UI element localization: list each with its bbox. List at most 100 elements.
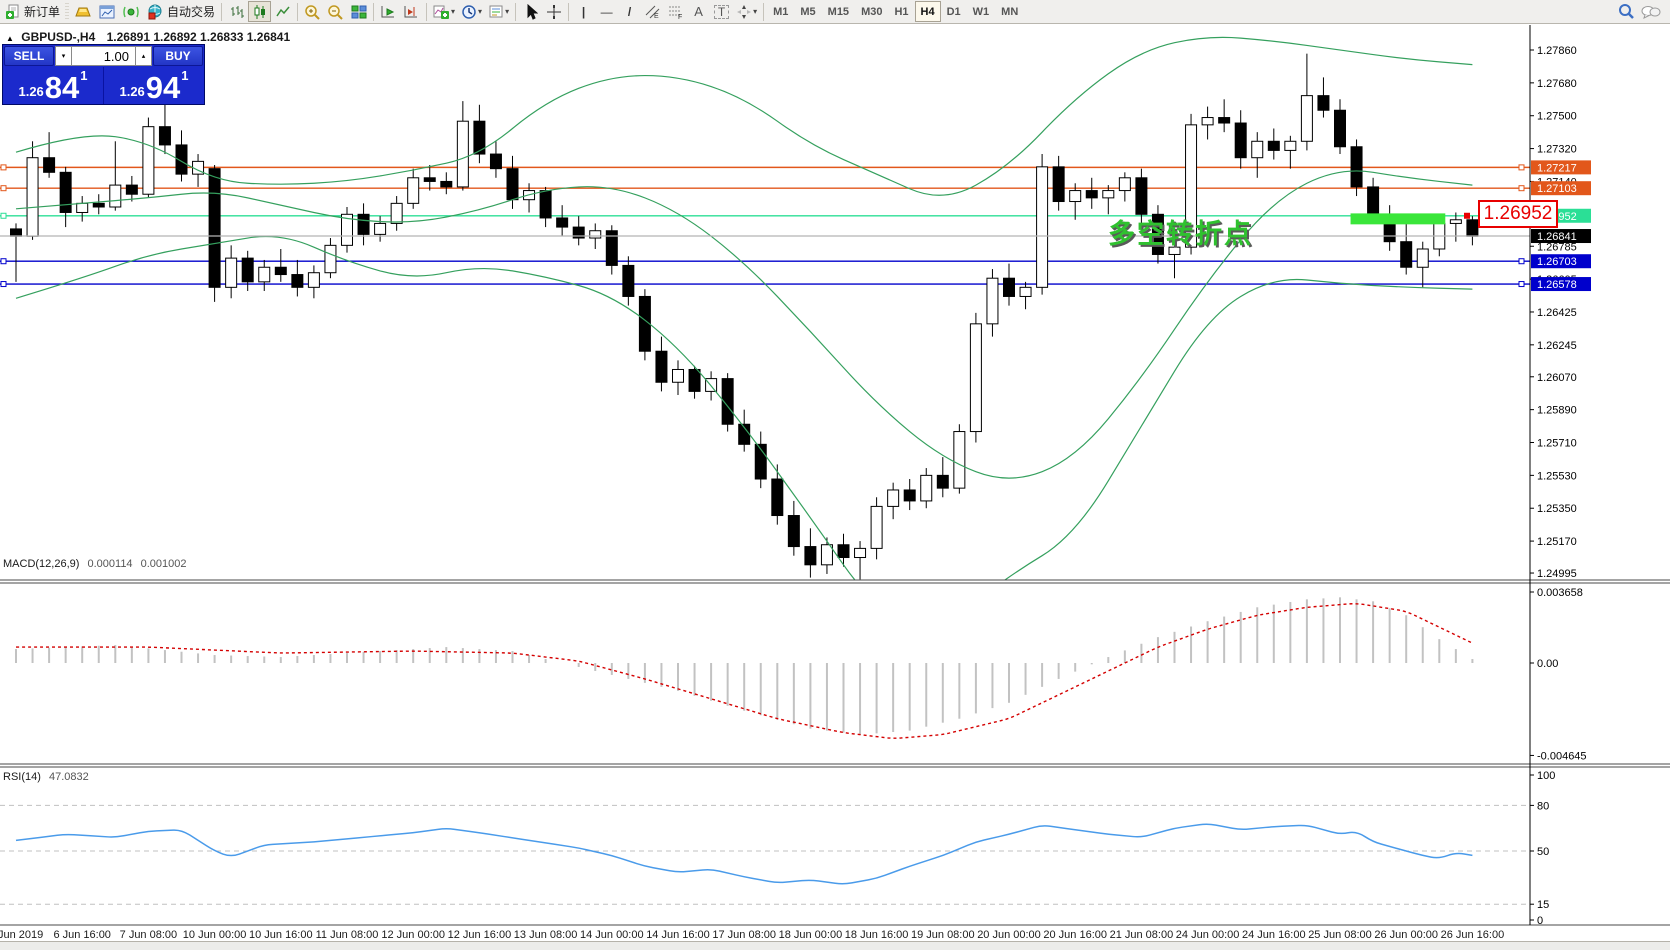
line-anchor-marker [1518,281,1525,288]
chart-window[interactable]: 1.278601.276801.275001.273201.271401.267… [0,25,1670,950]
time-axis-label: 18 Jun 16:00 [844,929,909,941]
line-anchor-marker [0,164,7,171]
time-axis-label: 11 Jun 08:00 [315,929,379,941]
toolbar: 新订单 自动交易 [0,0,1670,24]
svg-text:1.27500: 1.27500 [1537,111,1577,123]
fibonacci-button[interactable]: F [664,1,687,22]
new-order-button[interactable]: 新订单 [2,1,63,22]
auto-scroll-button[interactable] [377,1,400,22]
chart-title: ▲ GBPUSD-,H4 1.26891 1.26892 1.26833 1.2… [6,30,290,44]
gold-ingot-button[interactable] [71,1,95,22]
main-chart-layer [0,36,1530,580]
timeframe-m15[interactable]: M15 [822,1,855,22]
volume-input[interactable]: 1.00 [72,46,135,66]
chart-window-button[interactable] [95,1,119,22]
svg-text:50: 50 [1537,846,1549,858]
tile-windows-button[interactable] [347,1,370,22]
bar-chart-icon [230,5,244,18]
toolbar-separator [763,2,765,21]
timeframe-w1[interactable]: W1 [967,1,996,22]
timeframe-mn[interactable]: MN [995,1,1024,22]
horizontal-line-button[interactable]: — [595,1,618,22]
community-button[interactable] [1638,1,1664,22]
toolbar-right [1615,1,1670,22]
caret-down-icon: ▾ [753,7,758,16]
equidistant-channel-button[interactable]: E [641,1,664,22]
text-button[interactable]: A [687,1,710,22]
signal-icon [123,6,139,17]
line-anchor-marker [1518,185,1525,192]
gold-ingot-icon [75,7,91,16]
time-axis-label: 14 Jun 00:00 [579,929,644,941]
volume-increase-button[interactable]: ▴ [135,46,152,66]
trendline-button[interactable]: / [618,1,641,22]
time-axis-label: 20 Jun 00:00 [977,929,1041,941]
svg-text:F: F [678,14,682,19]
crosshair-button[interactable] [542,1,565,22]
rsi-layer [0,804,1530,905]
svg-text:-0.004645: -0.004645 [1537,750,1587,762]
timeframe-m5[interactable]: M5 [794,1,821,22]
line-chart-button[interactable] [271,1,294,22]
search-button[interactable] [1615,1,1638,22]
chart-window-icon [99,5,115,18]
buy-button[interactable]: BUY [153,46,203,66]
time-axis-label: 14 Jun 16:00 [646,929,710,941]
time-axis-label: 18 Jun 00:00 [778,929,843,941]
candlestick-chart-button[interactable] [248,1,272,22]
svg-text:1.24995: 1.24995 [1537,568,1577,580]
svg-text:1.26785: 1.26785 [1537,241,1577,253]
autotrading-icon [148,4,162,19]
volume-decrease-button[interactable]: ▾ [55,46,72,66]
timeframe-m1[interactable]: M1 [767,1,794,22]
time-axis-label: 17 Jun 08:00 [712,929,776,941]
bar-chart-button[interactable] [225,1,248,22]
equidistant-channel-icon: E [645,5,660,19]
tile-windows-icon [351,5,367,18]
axis-price-label [1531,181,1591,196]
bollinger-upper [15,36,1473,196]
templates-button[interactable]: ▾ [485,1,512,22]
status-bar [0,941,1670,950]
line-anchor-marker [0,212,7,219]
svg-text:1.25170: 1.25170 [1537,536,1577,548]
timeframe-m30[interactable]: M30 [855,1,888,22]
indicators-button[interactable]: ▾ [430,1,458,22]
chart-canvas[interactable]: 1.278601.276801.275001.273201.271401.267… [0,25,1670,949]
time-axis[interactable]: 6 Jun 2019 6 Jun 16:00 7 Jun 08:00 10 Jun 0… [0,926,1670,944]
label-button[interactable]: T [710,1,733,22]
cursor-button[interactable] [519,1,542,22]
chart-symbol: GBPUSD-,H4 [21,30,96,44]
buy-price[interactable]: 1.26 94 1 [104,67,204,104]
sell-price-prefix: 1.26 [18,84,44,99]
sell-price-sup: 1 [80,68,88,83]
toolbar-grip [65,2,70,21]
periods-button[interactable]: ▾ [458,1,485,22]
autotrading-button[interactable]: 自动交易 [143,1,218,22]
chart-shift-button[interactable] [400,1,423,22]
svg-text:1.27680: 1.27680 [1537,78,1577,90]
time-axis-label: 6 Jun 16:00 [53,929,111,941]
zoom-in-button[interactable] [301,1,324,22]
time-axis-label: 10 Jun 16:00 [248,929,313,941]
arrows-button[interactable]: ▾ [733,1,760,22]
sell-price[interactable]: 1.26 84 1 [3,67,104,104]
vertical-line-button[interactable]: | [572,1,595,22]
new-order-icon [6,4,19,19]
zoom-out-button[interactable] [324,1,347,22]
sell-button[interactable]: SELL [4,46,54,66]
macd-value-signal: 0.001002 [140,558,187,570]
rsi-name: RSI(14) [3,771,41,783]
rsi-label: RSI(14) 47.0832 [3,771,89,783]
time-axis-label: 26 Jun 16:00 [1440,929,1505,941]
vertical-line-icon: | [581,4,586,19]
timeframe-h4[interactable]: H4 [914,1,941,22]
timeframe-h1[interactable]: H1 [888,1,914,22]
autotrading-label: 自动交易 [167,5,216,19]
time-axis-label: 7 Jun 08:00 [119,929,178,941]
timeframe-d1[interactable]: D1 [941,1,967,22]
line-anchor-marker [0,185,7,192]
signal-button[interactable] [119,1,143,22]
svg-text:1.25350: 1.25350 [1537,503,1577,515]
price-alert-box[interactable]: 1.26952 [1478,200,1558,228]
